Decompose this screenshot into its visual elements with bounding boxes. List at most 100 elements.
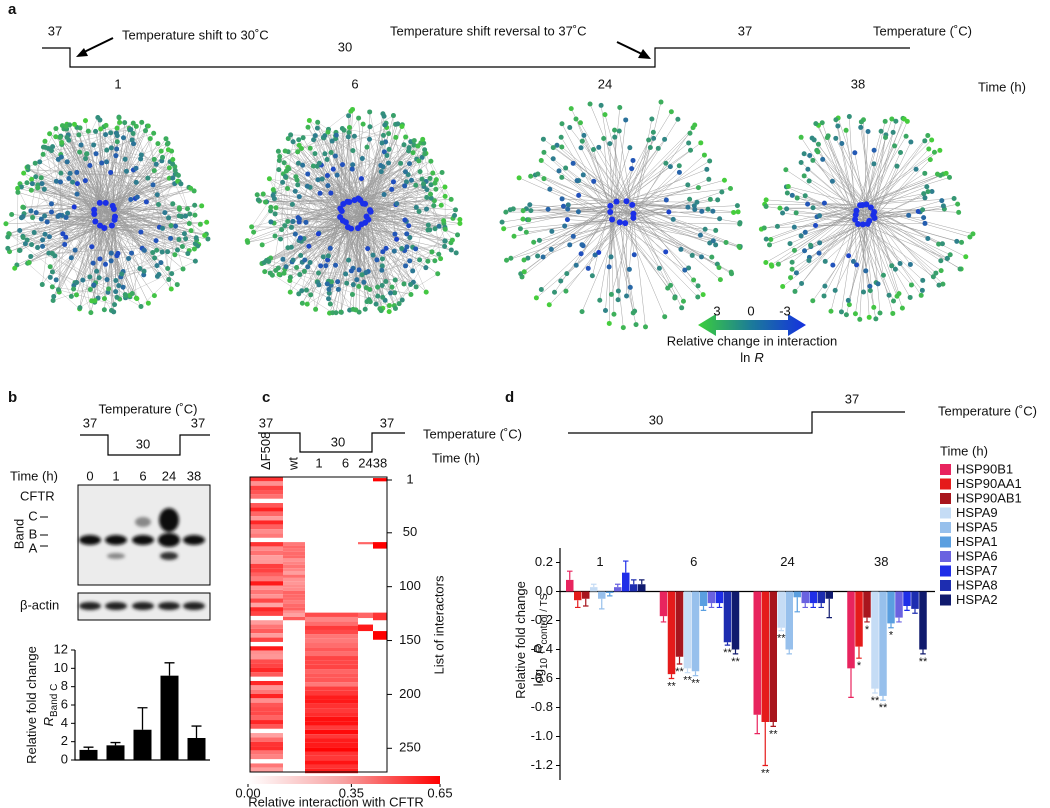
heat-cell xyxy=(250,685,283,690)
node xyxy=(808,242,814,248)
node xyxy=(294,264,300,270)
node xyxy=(275,148,281,154)
edge xyxy=(34,221,96,233)
node xyxy=(442,243,448,249)
node xyxy=(283,264,289,270)
edge xyxy=(841,143,875,213)
temperature: 30 xyxy=(136,436,150,451)
heat-cell xyxy=(250,555,283,560)
node xyxy=(151,130,157,136)
node xyxy=(568,106,574,112)
bar xyxy=(895,591,903,618)
node xyxy=(564,271,570,277)
node xyxy=(40,237,46,243)
node xyxy=(399,123,405,129)
blot-cftr xyxy=(77,484,211,586)
node xyxy=(549,228,555,234)
edge xyxy=(362,203,383,259)
edge xyxy=(533,222,626,243)
y-tick-label: 2 xyxy=(61,733,68,748)
edge xyxy=(854,219,912,286)
node xyxy=(176,205,182,211)
node xyxy=(55,287,61,293)
edge xyxy=(632,179,725,206)
node xyxy=(871,147,877,153)
node xyxy=(563,165,569,171)
edge xyxy=(369,126,453,241)
node xyxy=(687,196,693,202)
node xyxy=(448,196,454,202)
node xyxy=(348,268,354,274)
edge xyxy=(633,217,675,299)
band xyxy=(105,602,127,610)
node xyxy=(577,120,583,126)
node xyxy=(422,147,428,153)
node xyxy=(908,139,914,145)
node xyxy=(378,163,384,169)
node xyxy=(432,180,438,186)
node xyxy=(785,184,791,190)
node xyxy=(666,209,672,215)
node xyxy=(763,204,769,210)
error-bar xyxy=(786,649,792,655)
heat-cell xyxy=(283,616,305,621)
node xyxy=(378,169,384,175)
node xyxy=(650,129,656,135)
node xyxy=(702,226,708,232)
edge xyxy=(345,273,383,298)
edge xyxy=(822,159,867,205)
node xyxy=(76,132,82,138)
edge xyxy=(625,222,714,241)
node xyxy=(108,250,114,256)
node xyxy=(180,266,186,272)
node xyxy=(97,117,103,123)
node xyxy=(84,151,90,157)
node xyxy=(349,166,355,172)
edge xyxy=(113,139,133,210)
edge xyxy=(345,209,456,275)
edge xyxy=(365,222,439,255)
edge xyxy=(624,222,665,317)
node xyxy=(57,179,63,185)
node xyxy=(71,204,77,210)
heat-cell xyxy=(250,546,283,551)
edges xyxy=(761,116,974,320)
nodes xyxy=(3,114,211,316)
error-bar xyxy=(716,603,723,609)
node xyxy=(891,298,897,304)
node xyxy=(528,208,534,214)
edge xyxy=(370,171,382,302)
node xyxy=(658,99,664,105)
node xyxy=(262,269,268,275)
node xyxy=(528,173,534,179)
node xyxy=(350,148,356,154)
edge xyxy=(867,223,894,314)
edge xyxy=(274,198,288,222)
edge xyxy=(22,196,138,208)
edge xyxy=(145,130,184,270)
edge xyxy=(286,170,289,248)
node xyxy=(897,261,903,267)
edge xyxy=(61,123,134,158)
bar xyxy=(903,591,911,606)
node xyxy=(662,136,668,142)
node xyxy=(123,168,129,174)
heat-cell xyxy=(283,564,305,569)
significance: ** xyxy=(731,656,740,668)
node xyxy=(508,255,514,261)
node xyxy=(126,256,132,262)
blot-label: CFTR xyxy=(20,488,55,503)
edge xyxy=(616,119,626,202)
node xyxy=(817,213,823,219)
node xyxy=(186,221,192,227)
error-bar xyxy=(567,570,573,580)
edge xyxy=(306,203,344,291)
node xyxy=(794,195,800,201)
edge xyxy=(35,163,113,226)
node xyxy=(777,205,783,211)
node xyxy=(20,214,26,220)
node xyxy=(381,149,387,155)
node xyxy=(934,171,940,177)
edge xyxy=(288,168,369,220)
node xyxy=(685,204,691,210)
